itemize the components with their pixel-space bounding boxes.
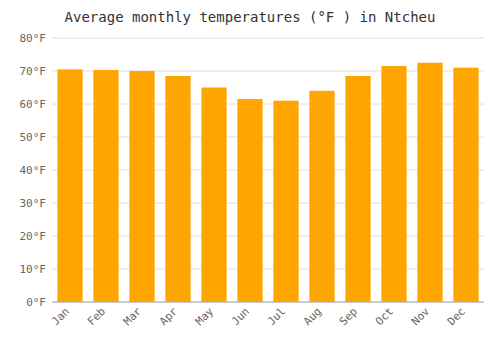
bar — [57, 69, 82, 302]
x-tick-label: Feb — [85, 305, 108, 328]
x-tick-label: Nov — [409, 305, 433, 329]
y-tick-label: 80°F — [20, 32, 47, 45]
grid-line — [52, 38, 484, 39]
y-tick-label: 10°F — [20, 263, 47, 276]
chart-container: Average monthly temperatures (°F ) in Nt… — [0, 0, 500, 350]
x-tick-label: Aug — [301, 305, 324, 328]
x-tick-label: Apr — [157, 305, 181, 329]
x-tick-label: Mar — [121, 305, 145, 329]
title: Average monthly temperatures (°F ) in Nt… — [65, 9, 436, 25]
bar — [93, 70, 118, 302]
bar — [381, 66, 406, 302]
x-tick-label: Oct — [373, 305, 396, 328]
bar — [453, 68, 478, 302]
y-tick-label: 20°F — [20, 230, 47, 243]
background — [0, 0, 500, 350]
bar — [309, 91, 334, 302]
x-tick-label: Jul — [265, 305, 288, 328]
x-tick-label: Jun — [229, 305, 252, 328]
y-tick-label: 60°F — [20, 98, 47, 111]
y-tick-label: 30°F — [20, 197, 47, 210]
x-tick-label: Jan — [49, 305, 72, 328]
y-axis: 0°F 10°F 20°F 30°F 40°F 50°F 60°F 70°F 80°F — [20, 32, 485, 309]
bar — [237, 99, 262, 302]
x-tick-label: Dec — [445, 305, 468, 328]
y-tick-label: 0°F — [26, 296, 46, 309]
x-tick-label: May — [193, 305, 217, 329]
y-tick-label: 70°F — [20, 65, 47, 78]
bar — [165, 76, 190, 302]
grid-line — [52, 302, 484, 303]
bars — [57, 63, 478, 302]
x-axis: Jan Feb Mar Apr May Jun Jul Aug Sep Oct Nov Dec — [49, 302, 484, 328]
bar — [129, 71, 154, 302]
chart: Average monthly temperatures (°F ) in Nt… — [0, 0, 500, 350]
bar — [417, 63, 442, 302]
bar — [345, 76, 370, 302]
x-axis-line — [52, 302, 484, 303]
bar — [201, 88, 226, 303]
y-tick-label: 50°F — [20, 131, 47, 144]
x-tick-label: Sep — [337, 305, 360, 328]
bar — [273, 101, 298, 302]
y-tick-label: 40°F — [20, 164, 47, 177]
